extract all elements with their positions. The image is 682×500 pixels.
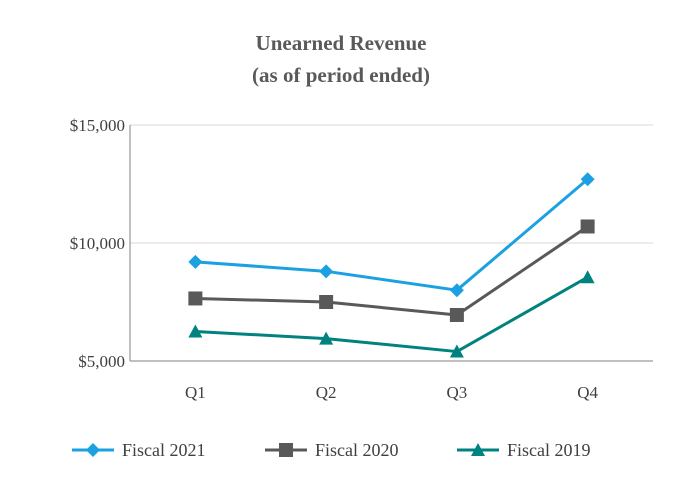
series-line	[195, 225, 589, 317]
series-group	[188, 172, 595, 358]
series-fiscal-2020	[188, 219, 595, 322]
y-tick-label: $15,000	[70, 116, 125, 135]
series-fiscal-2021	[188, 172, 595, 298]
x-tick-label: Q2	[316, 383, 337, 402]
data-point	[319, 331, 334, 345]
gridlines	[130, 124, 653, 244]
x-tick-label: Q1	[185, 383, 206, 402]
data-point	[449, 283, 464, 298]
y-tick-label: $10,000	[70, 234, 125, 253]
x-tick-label: Q3	[446, 383, 467, 402]
data-point	[188, 291, 203, 306]
data-point	[319, 264, 334, 279]
legend-item-fiscal-2021: Fiscal 2021	[72, 440, 206, 460]
legend-item-fiscal-2020: Fiscal 2020	[265, 440, 399, 460]
axes	[129, 125, 653, 362]
legend-item-fiscal-2019: Fiscal 2019	[457, 440, 591, 460]
legend-marker	[279, 443, 293, 457]
x-axis-ticks: Q1 Q2 Q3 Q4	[185, 383, 599, 402]
chart-title: Unearned Revenue	[256, 31, 427, 55]
series-line	[195, 178, 589, 292]
data-point	[580, 270, 595, 284]
data-point	[580, 172, 595, 187]
data-point	[188, 324, 203, 338]
data-point	[188, 254, 203, 269]
legend: Fiscal 2021 Fiscal 2020 Fiscal 2019	[72, 440, 591, 460]
series-line	[195, 275, 589, 354]
data-point	[580, 219, 595, 234]
legend-label: Fiscal 2020	[315, 440, 399, 460]
legend-marker	[86, 443, 100, 457]
y-axis-ticks: $5,000 $10,000 $15,000	[70, 116, 125, 371]
legend-label: Fiscal 2021	[122, 440, 206, 460]
legend-marker	[471, 443, 485, 456]
x-tick-label: Q4	[577, 383, 598, 402]
legend-label: Fiscal 2019	[507, 440, 591, 460]
chart-subtitle: (as of period ended)	[252, 63, 430, 87]
series-fiscal-2019	[188, 270, 595, 358]
data-point	[449, 307, 464, 322]
y-tick-label: $5,000	[78, 352, 125, 371]
data-point	[319, 295, 334, 309]
data-point	[449, 344, 464, 358]
